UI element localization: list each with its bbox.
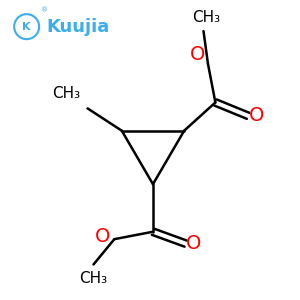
Text: K: K	[22, 22, 31, 32]
Text: CH₃: CH₃	[52, 86, 80, 101]
Text: CH₃: CH₃	[192, 10, 220, 25]
Text: O: O	[190, 45, 205, 64]
Text: O: O	[249, 106, 264, 125]
Text: CH₃: CH₃	[80, 271, 108, 286]
Text: Kuujia: Kuujia	[46, 18, 110, 36]
Text: O: O	[95, 227, 110, 246]
Text: O: O	[186, 234, 202, 253]
Text: ®: ®	[40, 8, 48, 14]
